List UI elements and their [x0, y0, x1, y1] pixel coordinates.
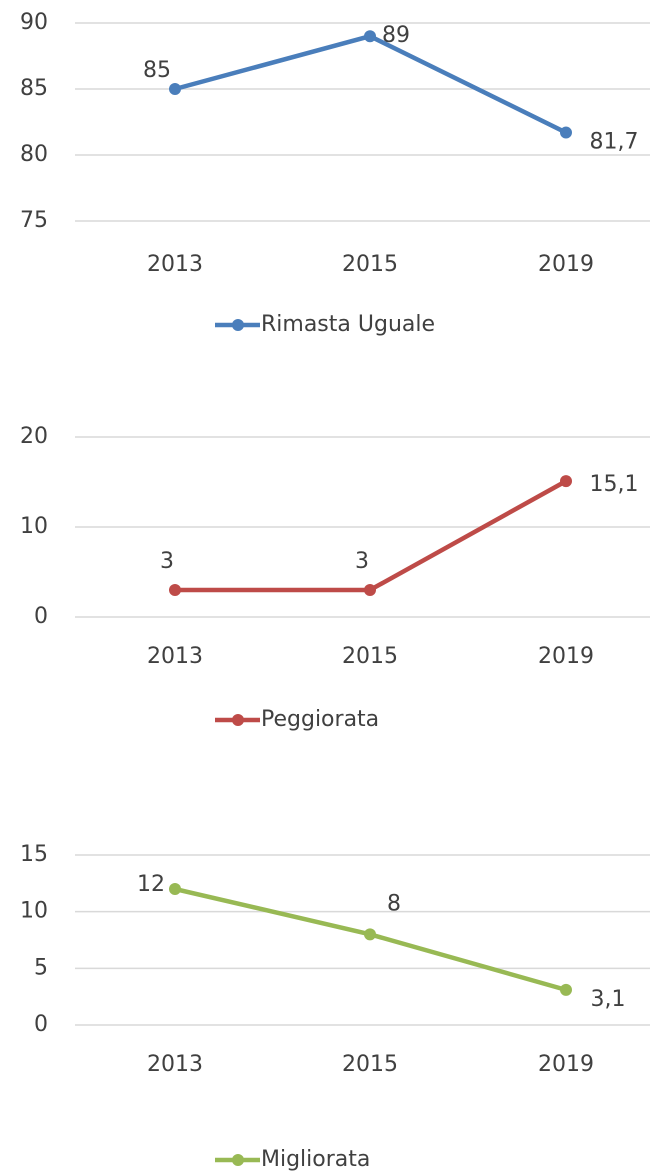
value-label: 85: [143, 58, 171, 83]
legend-marker: [232, 1154, 244, 1166]
x-tick-label: 2019: [538, 252, 594, 277]
value-label: 81,7: [590, 130, 639, 155]
y-tick-label: 10: [20, 514, 48, 539]
legend-label: Rimasta Uguale: [261, 312, 435, 337]
line: [174, 33, 567, 135]
value-label: 3,1: [591, 987, 626, 1012]
value-label: 89: [382, 23, 410, 48]
value-label: 12: [137, 872, 165, 897]
point: [364, 928, 376, 941]
y-tick-label: 85: [20, 76, 48, 101]
y-tick-label: 10: [20, 899, 48, 924]
point: [560, 475, 572, 488]
y-tick-label: 15: [20, 842, 48, 867]
y-tick-label: 0: [34, 1012, 48, 1037]
x-tick-label: 2013: [147, 252, 203, 277]
point: [560, 983, 572, 996]
y-tick-label: 80: [20, 142, 48, 167]
value-label: 8: [387, 891, 401, 916]
x-tick-label: 2019: [538, 644, 594, 669]
x-tick-label: 2013: [147, 644, 203, 669]
y-tick-label: 20: [20, 424, 48, 449]
x-tick-label: 2015: [342, 644, 398, 669]
x-tick-label: 2015: [342, 252, 398, 277]
y-tick-label: 5: [34, 955, 48, 980]
line: [175, 479, 568, 593]
point: [364, 584, 376, 596]
legend-marker: [232, 714, 244, 726]
x-tick-label: 2013: [147, 1052, 203, 1077]
x-tick-label: 2015: [342, 1052, 398, 1077]
value-label: 15,1: [590, 472, 639, 497]
point: [560, 126, 572, 139]
point: [364, 30, 376, 43]
legend-label: Migliorata: [261, 1147, 370, 1172]
y-tick-label: 0: [34, 604, 48, 629]
y-tick-label: 90: [20, 10, 48, 35]
x-tick-label: 2019: [538, 1052, 594, 1077]
value-label: 3: [160, 549, 174, 574]
point: [169, 584, 181, 596]
y-tick-label: 75: [20, 208, 48, 233]
point: [169, 83, 181, 95]
point: [169, 883, 181, 895]
legend-label: Peggiorata: [261, 707, 379, 732]
value-label: 3: [355, 549, 369, 574]
legend-marker: [232, 319, 244, 331]
